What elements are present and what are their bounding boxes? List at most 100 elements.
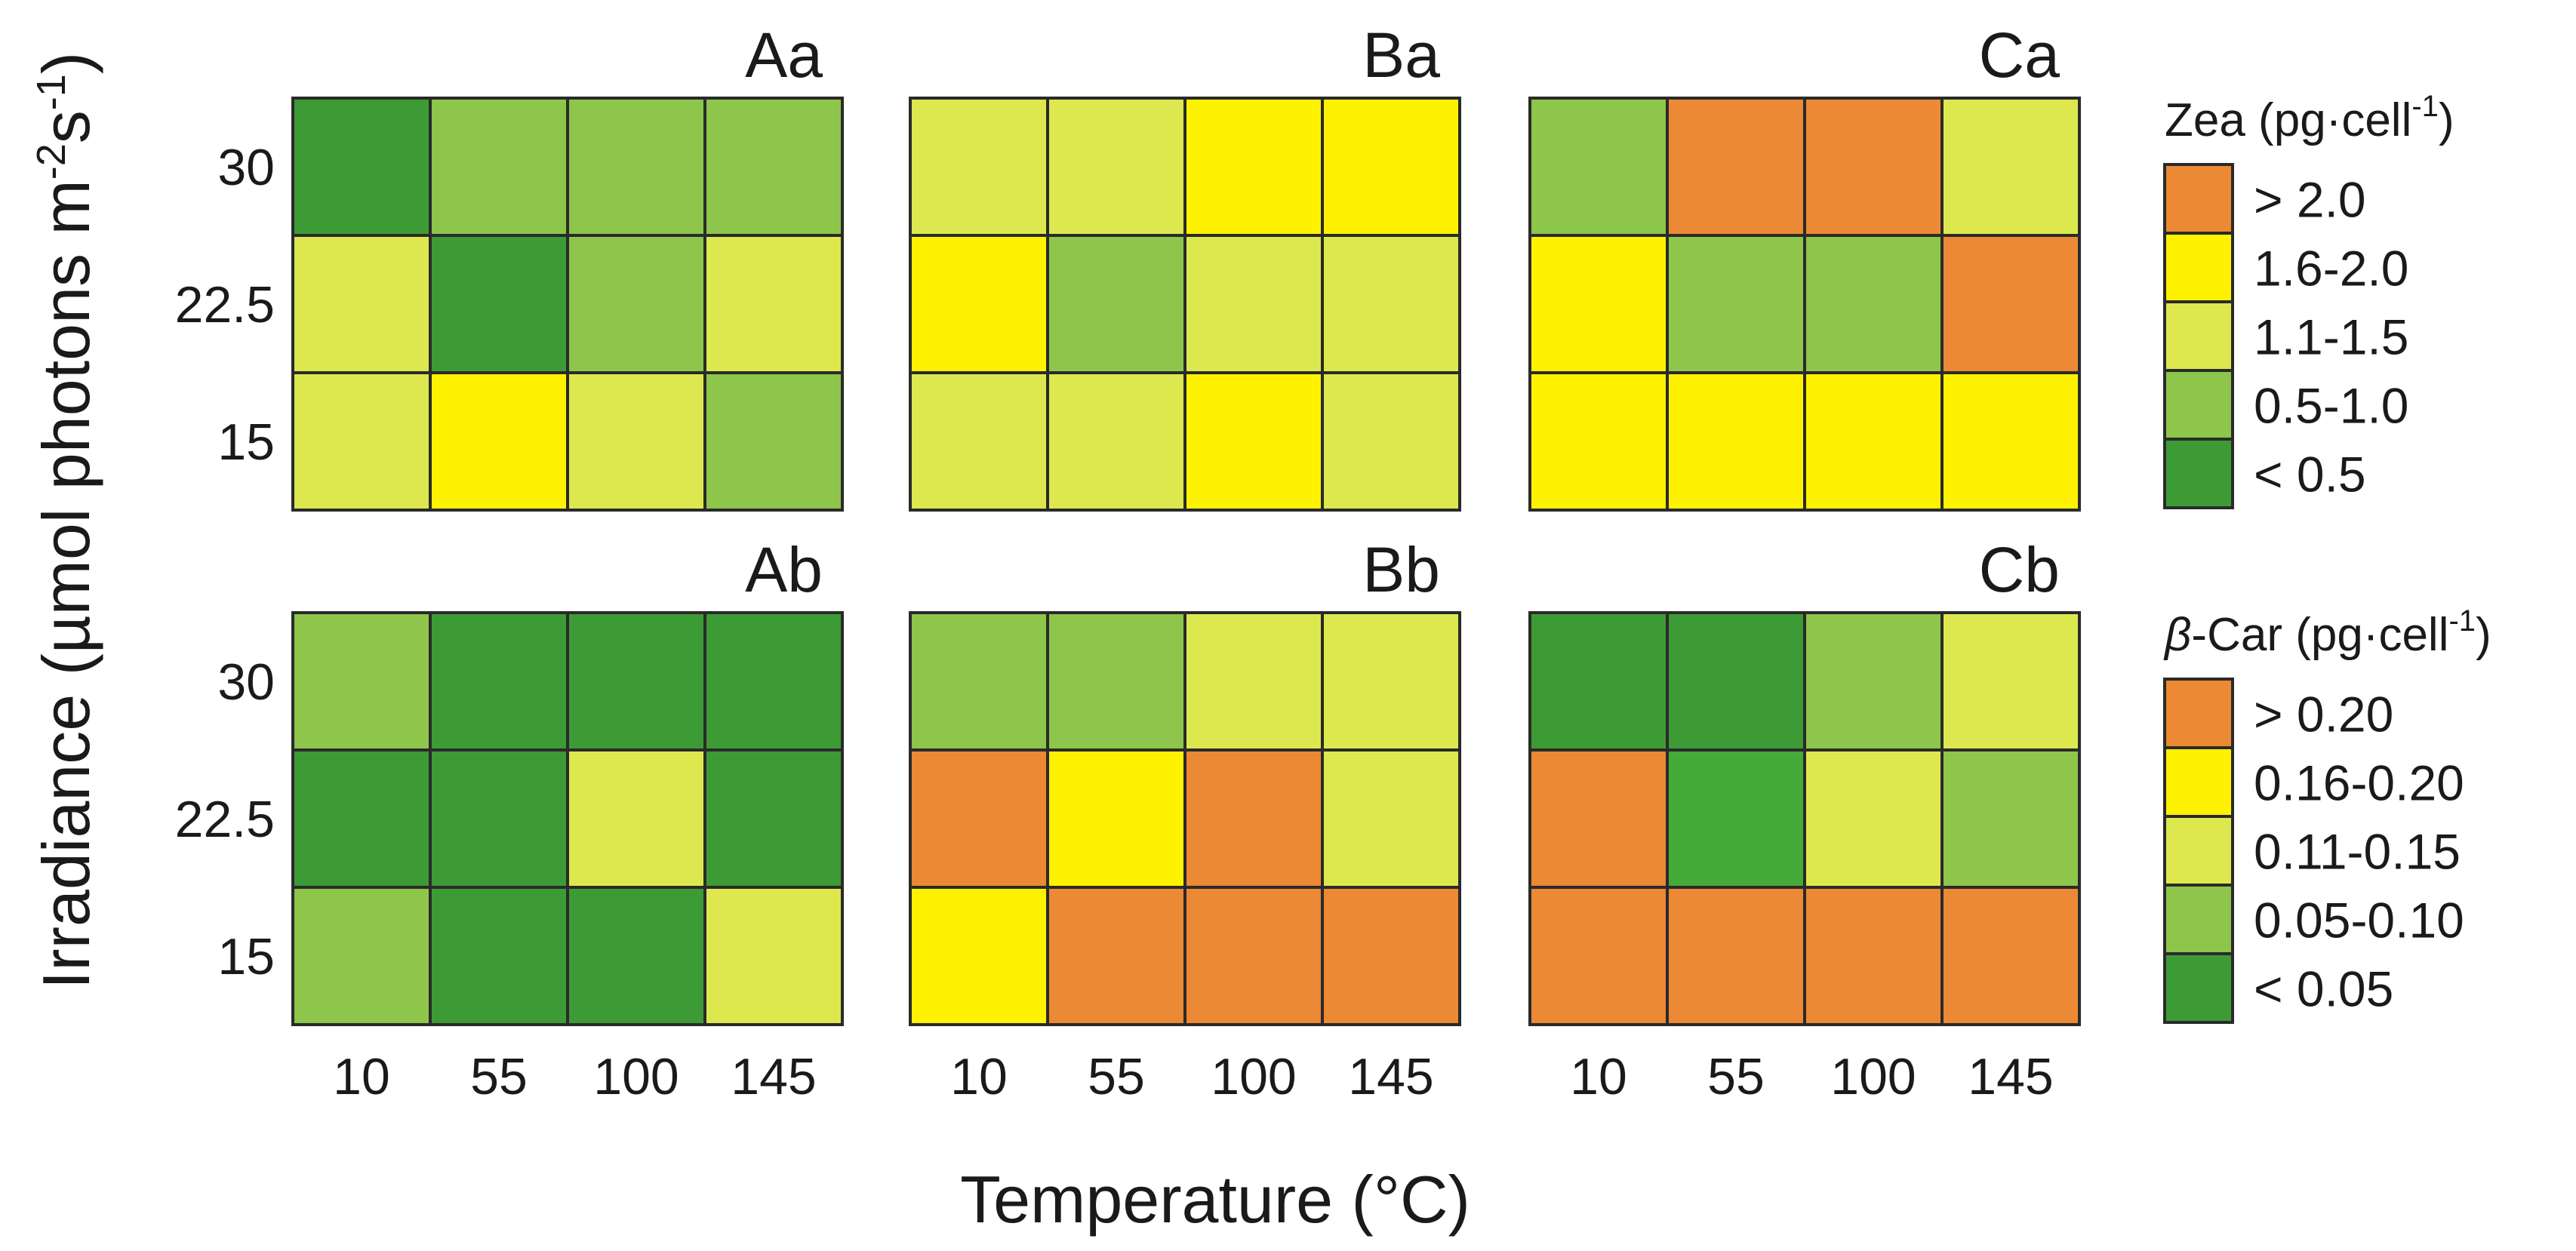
cell-Aa-22.5-145 (703, 234, 844, 374)
cell-Cb-30-55 (1666, 611, 1806, 752)
cell-Cb-15-55 (1666, 886, 1806, 1026)
cell-Ca-22.5-55 (1666, 234, 1806, 374)
panel-Bb: Bb 10 55 100 145 (909, 534, 1461, 1105)
cell-Aa-30-55 (429, 97, 569, 237)
x-tick-label: 145 (1348, 1048, 1433, 1105)
panel-label-Bb: Bb (1362, 534, 1440, 605)
legend-label: 1.1-1.5 (2254, 309, 2408, 365)
cell-Bb-22.5-100 (1183, 748, 1324, 889)
cell-Ca-22.5-10 (1528, 234, 1669, 374)
cell-Cb-22.5-145 (1940, 748, 2081, 889)
cell-Aa-30-10 (291, 97, 432, 237)
legend-bcar: β-Car (pg·cell-1) > 0.20 0.16-0.20 0.11-0.1… (2163, 604, 2491, 1024)
cell-Bb-30-100 (1183, 611, 1324, 752)
cell-Cb-22.5-100 (1803, 748, 1944, 889)
cell-Ca-22.5-145 (1940, 234, 2081, 374)
cell-Ba-22.5-55 (1046, 234, 1186, 374)
x-tick-label: 55 (470, 1048, 528, 1105)
x-tick-label: 55 (1707, 1048, 1765, 1105)
cell-Ba-22.5-10 (909, 234, 1049, 374)
y-tick-label: 15 (217, 928, 275, 985)
cell-Ba-15-100 (1183, 371, 1324, 512)
legend-swatch (2163, 884, 2234, 955)
cell-Ba-22.5-100 (1183, 234, 1324, 374)
y-axis-title-end: ) (29, 52, 103, 74)
x-tick-label: 145 (1968, 1048, 2053, 1105)
y-axis-title-mid: s (29, 110, 103, 143)
legend-title-greek: β (2163, 609, 2191, 661)
cell-Ab-15-100 (566, 886, 706, 1026)
legend-swatch (2163, 163, 2234, 235)
panel-Ab: Ab 30 22.5 15 10 55 100 145 (175, 534, 844, 1105)
cell-Ca-30-100 (1803, 97, 1944, 237)
cell-Bb-15-145 (1321, 886, 1461, 1026)
y-tick-label: 30 (217, 139, 275, 196)
x-tick-label: 10 (333, 1048, 390, 1105)
cell-Cb-30-10 (1528, 611, 1669, 752)
cell-Ab-15-145 (703, 886, 844, 1026)
legend-title-zea: Zea (pg·cell-1) (2165, 90, 2454, 146)
cell-Aa-22.5-100 (566, 234, 706, 374)
legend-title-bcar: β-Car (pg·cell-1) (2163, 604, 2491, 661)
legend-title-end: ) (2439, 94, 2454, 146)
x-tick-label: 100 (1830, 1048, 1916, 1105)
cell-Cb-22.5-55 (1666, 748, 1806, 889)
legend-label: > 2.0 (2254, 172, 2366, 228)
cell-Cb-30-145 (1940, 611, 2081, 752)
y-axis-title: Irradiance (µmol photons m-2s-1) (29, 52, 103, 989)
cell-Ca-15-55 (1666, 371, 1806, 512)
cell-Ba-15-10 (909, 371, 1049, 512)
cell-Ab-22.5-145 (703, 748, 844, 889)
cell-Ab-30-145 (703, 611, 844, 752)
y-axis-title-sup2: -1 (29, 74, 74, 110)
cell-Cb-15-10 (1528, 886, 1669, 1026)
legend-label: < 0.5 (2254, 447, 2366, 503)
legend-title-sup: -1 (2411, 90, 2439, 123)
cell-Aa-15-55 (429, 371, 569, 512)
legend-swatch (2163, 369, 2234, 441)
y-tick-label: 22.5 (175, 276, 275, 333)
legend-label: 0.11-0.15 (2254, 824, 2461, 880)
cell-Ab-22.5-55 (429, 748, 569, 889)
cell-Ab-30-55 (429, 611, 569, 752)
panel-Aa: Aa 30 22.5 15 (175, 20, 844, 512)
cell-Bb-22.5-10 (909, 748, 1049, 889)
legend-title-main: Zea (pg·cell (2165, 94, 2411, 146)
cell-Ba-30-55 (1046, 97, 1186, 237)
cell-Bb-22.5-145 (1321, 748, 1461, 889)
cell-Ab-15-55 (429, 886, 569, 1026)
cell-Bb-22.5-55 (1046, 748, 1186, 889)
cell-Ca-30-55 (1666, 97, 1806, 237)
x-tick-label: 10 (1570, 1048, 1627, 1105)
legend-swatch (2163, 678, 2234, 749)
cell-Aa-15-100 (566, 371, 706, 512)
x-tick-label: 145 (731, 1048, 816, 1105)
x-axis-title: Temperature (°C) (960, 1162, 1470, 1237)
panel-label-Ab: Ab (745, 534, 823, 605)
cell-Ab-30-100 (566, 611, 706, 752)
x-tick-label: 10 (950, 1048, 1008, 1105)
legend-label: > 0.20 (2254, 687, 2393, 742)
cell-Ba-22.5-145 (1321, 234, 1461, 374)
legend-zea: Zea (pg·cell-1) > 2.0 1.6-2.0 1.1-1.5 0.5-1.… (2163, 90, 2454, 509)
cell-Bb-30-10 (909, 611, 1049, 752)
legend-label: < 0.05 (2254, 961, 2393, 1017)
legend-swatch (2163, 438, 2234, 509)
legend-swatch (2163, 746, 2234, 818)
cell-Ba-15-55 (1046, 371, 1186, 512)
cell-Aa-22.5-10 (291, 234, 432, 374)
legend-title-end: ) (2476, 609, 2491, 661)
cell-Ab-15-10 (291, 886, 432, 1026)
cell-Ca-22.5-100 (1803, 234, 1944, 374)
cell-Aa-15-10 (291, 371, 432, 512)
panel-Cb: Cb 10 55 100 145 (1528, 534, 2081, 1105)
y-tick-label: 22.5 (175, 791, 275, 848)
cell-Cb-30-100 (1803, 611, 1944, 752)
y-axis-title-main: Irradiance (µmol photons m (29, 180, 103, 989)
x-tick-label: 100 (1211, 1048, 1296, 1105)
panel-Ca: Ca (1528, 20, 2081, 512)
x-tick-label: 100 (593, 1048, 679, 1105)
cell-Bb-30-55 (1046, 611, 1186, 752)
